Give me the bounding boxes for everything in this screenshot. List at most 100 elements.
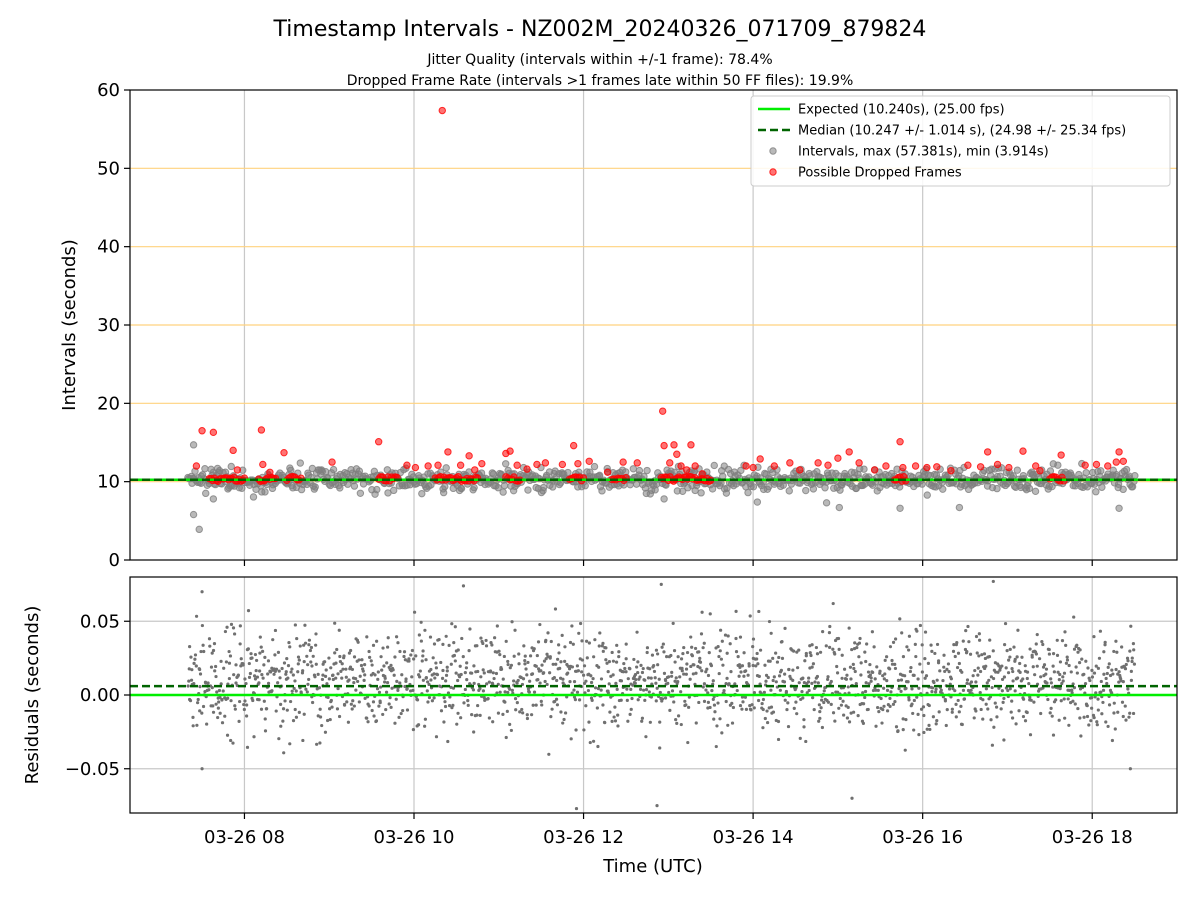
residual-point (748, 614, 752, 618)
residual-point (375, 639, 379, 643)
dropped-frame-point (855, 459, 863, 467)
residual-point (726, 723, 730, 727)
residual-point (502, 654, 506, 659)
residual-point (769, 688, 773, 692)
residual-point (318, 741, 322, 745)
residual-point (969, 688, 973, 692)
x-tick-label: 03-26 10 (374, 827, 455, 848)
residual-point (967, 640, 971, 644)
residual-point (280, 666, 284, 671)
residual-point (1058, 687, 1062, 691)
residual-point (353, 677, 358, 681)
residual-point (329, 666, 333, 670)
residual-point (723, 633, 728, 637)
residual-outlier-point (200, 590, 204, 594)
residual-point (837, 647, 841, 651)
dropped-frame-point (691, 462, 699, 470)
dropped-frame-point (229, 446, 237, 455)
residual-point (337, 714, 342, 719)
residual-point (1028, 733, 1033, 737)
residual-point (194, 614, 199, 618)
residual-point (896, 729, 900, 733)
residual-point (978, 690, 982, 695)
residual-point (272, 672, 276, 676)
residual-point (542, 659, 547, 663)
residual-point (227, 676, 231, 681)
residual-point (1092, 716, 1096, 720)
residual-point (615, 643, 619, 647)
residual-point (583, 691, 587, 695)
dropped-frame-point (677, 462, 685, 470)
residual-point (470, 671, 474, 675)
residual-point (449, 685, 453, 690)
dropped-frame-point (192, 462, 201, 470)
residual-point (572, 688, 576, 692)
residual-point (337, 628, 341, 632)
residuals-y-tick-label: −0.05 (65, 759, 120, 780)
residual-point (847, 720, 852, 724)
residual-point (494, 671, 499, 676)
residual-point (400, 673, 404, 677)
residual-point (734, 636, 738, 641)
residual-point (942, 653, 946, 657)
residual-point (244, 714, 249, 718)
residual-point (216, 715, 220, 720)
residual-point (266, 672, 270, 676)
residual-point (608, 710, 612, 714)
residual-point (756, 662, 760, 666)
residual-point (658, 746, 662, 750)
residual-point (985, 681, 989, 685)
residual-point (536, 677, 540, 682)
residual-point (381, 646, 385, 650)
residual-point (198, 672, 203, 676)
residual-point (371, 643, 376, 647)
residual-point (188, 699, 193, 703)
residual-point (595, 706, 599, 710)
residual-point (741, 700, 745, 704)
residual-point (945, 708, 949, 712)
residual-point (869, 679, 873, 683)
residual-point (764, 673, 769, 677)
residual-point (715, 724, 719, 728)
residual-point (910, 687, 914, 691)
residual-point (1115, 650, 1119, 654)
residual-point (883, 672, 887, 676)
interval-point (564, 468, 572, 477)
residual-point (410, 675, 414, 679)
residual-point (557, 651, 561, 655)
residual-point (342, 703, 347, 707)
residual-point (1067, 663, 1071, 668)
residual-point (629, 687, 633, 691)
residual-point (965, 681, 969, 685)
residual-point (585, 639, 589, 643)
residual-point (281, 707, 286, 711)
residual-point (1084, 659, 1088, 663)
residual-point (214, 674, 218, 679)
interval-point (802, 486, 810, 495)
dropped-frame-point (471, 466, 479, 474)
residual-point (1016, 628, 1020, 632)
residual-point (674, 676, 678, 680)
residual-point (231, 741, 235, 745)
residual-point (758, 682, 762, 686)
residual-point (286, 676, 290, 680)
residual-point (365, 635, 369, 639)
residual-point (702, 641, 706, 645)
residual-point (222, 666, 226, 670)
residuals-y-axis-label: Residuals (seconds) (22, 606, 43, 785)
dropped-frame-point (574, 459, 582, 468)
dropped-frame-point (411, 463, 420, 472)
residual-point (1069, 670, 1073, 674)
residual-point (903, 748, 907, 752)
residual-point (885, 709, 890, 713)
residual-point (501, 677, 505, 681)
residual-point (525, 716, 530, 721)
residual-point (311, 700, 315, 705)
residual-point (491, 720, 495, 724)
residual-point (782, 680, 787, 684)
residual-point (523, 654, 527, 658)
dropped-frame-point (456, 461, 465, 469)
residual-point (994, 705, 999, 709)
residual-point (941, 678, 945, 683)
residual-point (1058, 660, 1063, 664)
